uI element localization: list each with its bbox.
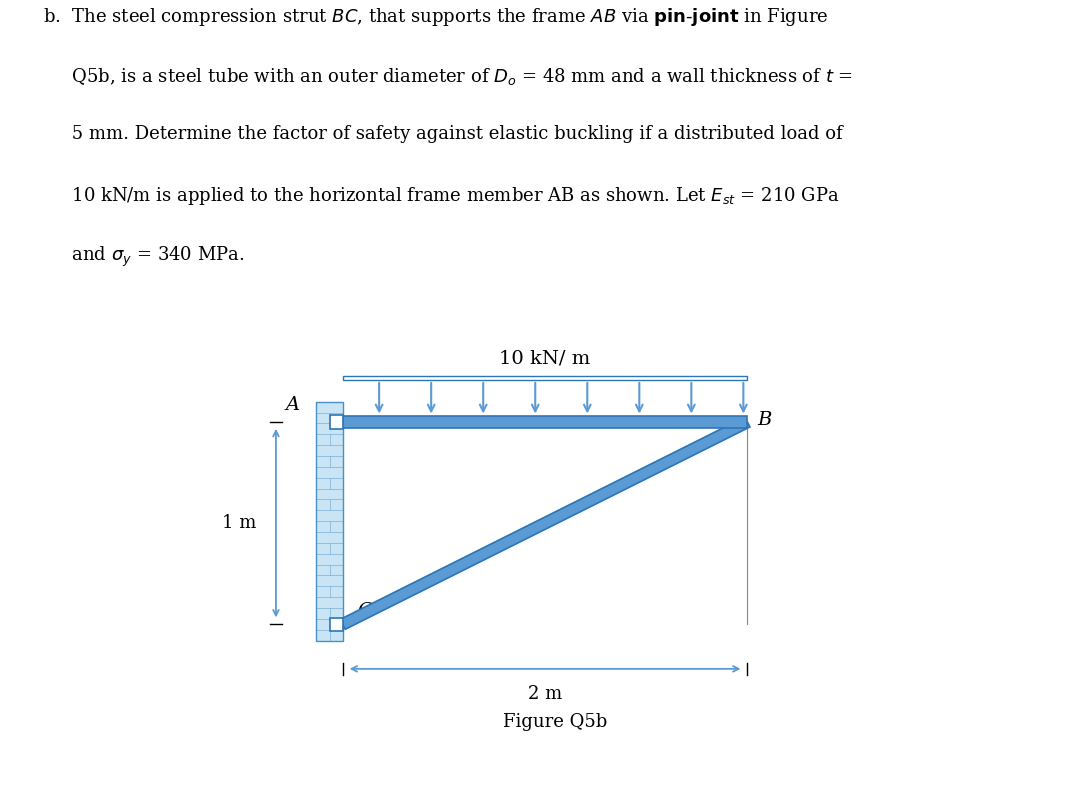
Bar (330, 618, 343, 631)
Text: and $\sigma_y$ = 340 MPa.: and $\sigma_y$ = 340 MPa. (43, 245, 245, 268)
Bar (317, 402, 343, 641)
Bar (330, 415, 343, 429)
Bar (343, 375, 747, 380)
Text: 5 mm. Determine the factor of safety against elastic buckling if a distributed l: 5 mm. Determine the factor of safety aga… (43, 126, 843, 144)
Text: A: A (285, 396, 300, 414)
Text: Figure Q5b: Figure Q5b (503, 714, 607, 732)
Text: 10 kN/m is applied to the horizontal frame member AB as shown. Let $E_{st}$ = 21: 10 kN/m is applied to the horizontal fra… (43, 185, 840, 207)
Text: b.  The steel compression strut $\mathit{BC}$, that supports the frame $\mathit{: b. The steel compression strut $\mathit{… (43, 6, 829, 28)
Bar (343, 416, 747, 428)
Text: C: C (357, 602, 372, 620)
Text: Q5b, is a steel tube with an outer diameter of $D_o$ = 48 mm and a wall thicknes: Q5b, is a steel tube with an outer diame… (43, 66, 853, 86)
Text: 10 kN/ m: 10 kN/ m (499, 350, 591, 368)
Text: B: B (758, 411, 772, 429)
Polygon shape (341, 417, 750, 630)
Bar (317, 402, 343, 641)
Text: 2 m: 2 m (528, 685, 563, 703)
Text: 1 m: 1 m (222, 514, 257, 532)
